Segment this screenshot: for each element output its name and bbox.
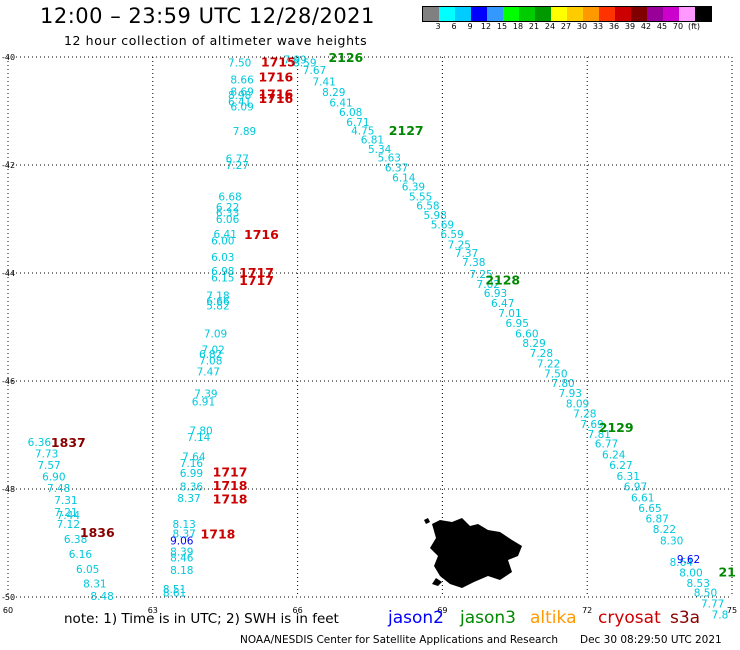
wave-height-value: 8.30: [660, 535, 683, 547]
wave-height-value: 6.06: [216, 214, 240, 226]
y-tick-label: -42: [2, 161, 15, 170]
island-coastline-shape: [424, 518, 430, 524]
wave-height-value: 7.12: [57, 519, 80, 531]
wave-height-value: 9.06: [170, 535, 194, 547]
x-tick-label: 60: [3, 606, 13, 615]
wave-height-value: 8.18: [170, 565, 193, 577]
y-tick-label: -48: [2, 485, 15, 494]
wave-height-value: 7.31: [54, 495, 77, 507]
wave-height-value: 7.38: [462, 257, 485, 269]
wave-height-value: 7.57: [37, 460, 60, 472]
pass-time-label: 21: [718, 565, 735, 580]
wave-height-value: 7.89: [233, 126, 256, 138]
wave-height-value: 7.50: [228, 57, 251, 69]
wave-height-value: 6.90: [42, 472, 65, 484]
island-coastline-shape: [432, 578, 442, 586]
wave-height-value: 6.05: [76, 564, 99, 576]
wave-height-value: 6.91: [192, 397, 215, 409]
pass-time-label: 1716: [258, 91, 293, 106]
footer-date: Dec 30 08:29:50 UTC 2021: [580, 634, 722, 646]
wave-height-value: 6.15: [211, 272, 234, 284]
wave-height-value: 8.46: [170, 553, 194, 565]
pass-time-label: 1718: [213, 492, 248, 507]
wave-height-value: 8.31: [83, 579, 106, 591]
legend-entry: jason2: [388, 608, 444, 628]
wave-height-value: 8.61: [163, 588, 186, 600]
legend-entry: s3a: [670, 608, 700, 628]
wave-height-value: 7.8: [712, 609, 729, 621]
pass-time-label: 1716: [258, 69, 293, 84]
pass-time-label: 2128: [485, 272, 520, 287]
y-tick-label: -50: [2, 593, 15, 602]
wave-height-value: 6.97: [624, 481, 647, 493]
wave-height-value: 6.00: [211, 236, 234, 248]
y-tick-label: -46: [2, 377, 15, 386]
wave-height-value: 6.99: [180, 468, 203, 480]
wave-height-value: 8.37: [177, 493, 200, 505]
legend-entry: altika: [530, 608, 577, 628]
y-tick-label: -40: [2, 53, 15, 62]
wave-height-value: 5.82: [206, 300, 229, 312]
wave-height-value: 6.36: [28, 437, 52, 449]
footer-credit: NOAA/NESDIS Center for Satellite Applica…: [240, 634, 558, 646]
pass-time-label: 1718: [201, 526, 236, 541]
wave-height-value: 8.66: [230, 75, 254, 87]
wave-height-value: 6.03: [211, 252, 234, 264]
pass-time-label: 1715: [261, 54, 296, 69]
pass-time-label: 1716: [244, 227, 279, 242]
pass-time-label: 1837: [51, 435, 86, 450]
y-tick-label: -44: [2, 269, 15, 278]
pass-time-label: 2126: [328, 50, 363, 65]
wave-height-value: 8.22: [653, 524, 676, 536]
wave-height-value: 7.14: [187, 432, 211, 444]
wave-height-value: 8.48: [90, 591, 113, 603]
x-tick-label: 72: [582, 606, 592, 615]
wave-height-value: 7.09: [204, 328, 227, 340]
wave-height-value: 6.16: [69, 549, 93, 561]
wave-height-value: 9.62: [677, 554, 700, 566]
units-note: note: 1) Time is in UTC; 2) SWH is in fe…: [64, 611, 339, 627]
pass-time-label: 2127: [389, 123, 424, 138]
pass-time-label: 2129: [599, 420, 634, 435]
legend-entry: cryosat: [598, 608, 661, 628]
pass-time-label: 1717: [239, 273, 274, 288]
wave-height-value: 7.27: [226, 160, 249, 172]
wave-height-value: 7.67: [303, 65, 326, 77]
legend-entry: jason3: [460, 608, 516, 628]
wave-height-value: 7.47: [197, 366, 220, 378]
wave-height-value: 7.73: [35, 448, 58, 460]
wave-height-value: 6.09: [230, 102, 253, 114]
pass-time-label: 1836: [80, 525, 115, 540]
wave-height-value: 7.48: [47, 483, 70, 495]
x-tick-label: 75: [727, 606, 737, 615]
island-coastline-shape: [430, 518, 522, 588]
wave-height-value: 8.36: [180, 481, 204, 493]
